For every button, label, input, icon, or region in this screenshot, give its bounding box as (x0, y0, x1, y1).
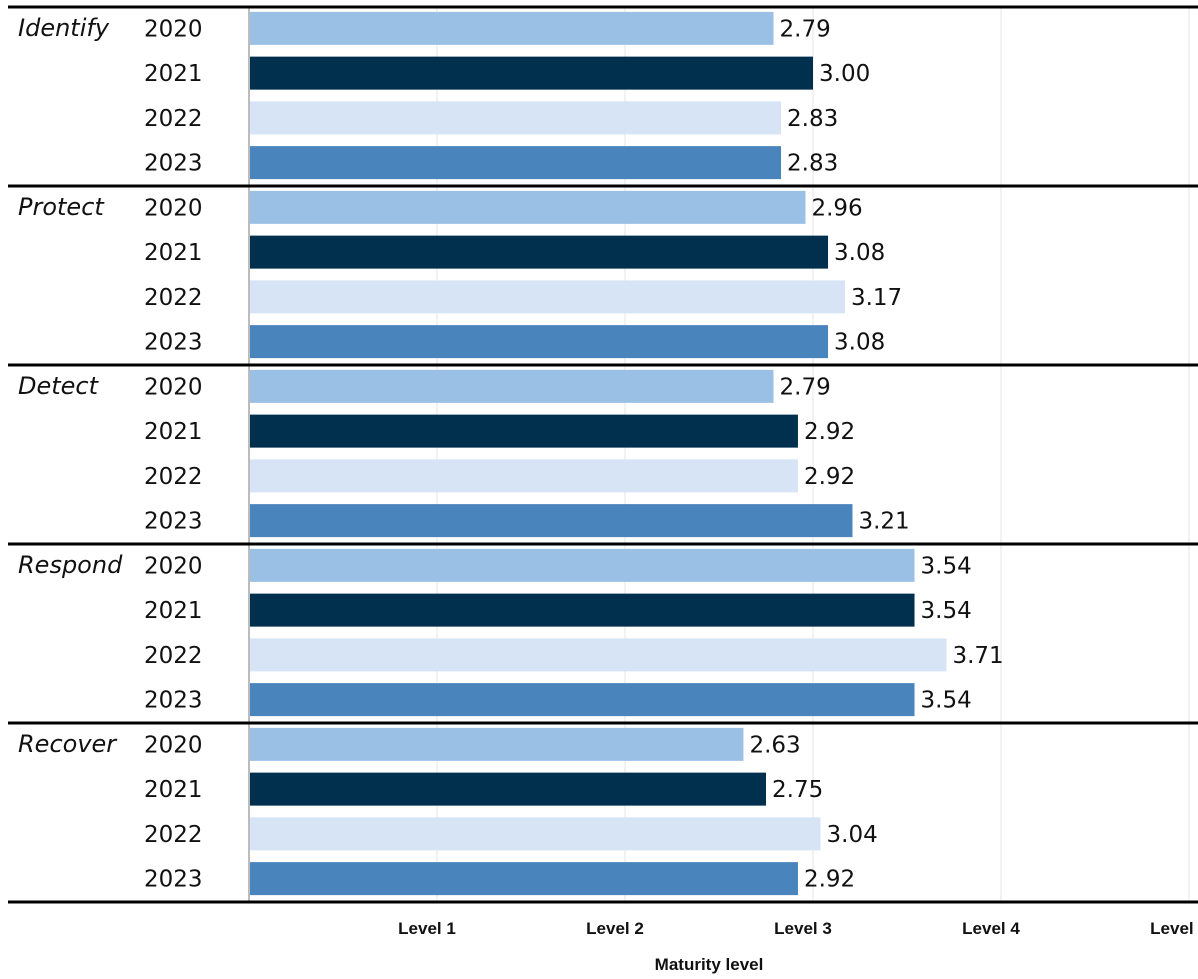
x-tick-label: Level 5 (1150, 919, 1198, 938)
data-label: 2.79 (780, 374, 831, 400)
bar-detect-2023 (250, 504, 853, 538)
bar-identify-2022 (250, 101, 782, 135)
year-label: 2020 (144, 553, 203, 579)
bar-detect-2022 (250, 459, 798, 493)
bar-recover-2022 (250, 817, 821, 851)
bar-respond-2020 (250, 548, 915, 582)
bar-recover-2023 (250, 862, 798, 896)
bar-respond-2021 (250, 593, 915, 627)
data-label: 2.92 (804, 867, 855, 893)
year-label: 2021 (144, 598, 203, 624)
year-label: 2020 (144, 732, 203, 758)
year-label: 2022 (144, 285, 203, 311)
bar-detect-2020 (250, 369, 774, 403)
data-label: 3.17 (851, 285, 902, 311)
category-label-recover: Recover (18, 730, 118, 758)
x-axis: Level 1 Level 2 Level 3 Level 4 Level 5 (398, 919, 1198, 938)
bar-protect-2020 (250, 190, 806, 224)
labels: Identify 2020 2.79 2021 3.00 2022 2.83 2023 2.83… (18, 14, 1004, 893)
data-label: 3.54 (921, 688, 972, 714)
bars (250, 11, 947, 896)
bar-identify-2020 (250, 11, 774, 45)
grid-lines (248, 7, 1190, 902)
year-label: 2023 (144, 688, 203, 714)
year-label: 2022 (144, 106, 203, 132)
year-label: 2022 (144, 643, 203, 669)
data-label: 3.54 (921, 553, 972, 579)
data-label: 2.96 (811, 195, 862, 221)
data-label: 3.54 (921, 598, 972, 624)
data-label: 3.21 (858, 509, 909, 535)
bar-protect-2022 (250, 280, 845, 314)
bar-respond-2022 (250, 638, 947, 672)
data-label: 2.92 (804, 419, 855, 445)
category-label-detect: Detect (18, 372, 100, 400)
bar-identify-2021 (250, 56, 813, 90)
data-label: 3.00 (819, 61, 870, 87)
data-label: 3.08 (834, 330, 885, 356)
x-tick-label: Level 2 (586, 919, 644, 938)
year-label: 2023 (144, 151, 203, 177)
bar-recover-2021 (250, 772, 766, 806)
x-tick-label: Level 4 (962, 919, 1020, 938)
year-label: 2022 (144, 822, 203, 848)
year-label: 2021 (144, 419, 203, 445)
year-label: 2021 (144, 777, 203, 803)
year-label: 2023 (144, 509, 203, 535)
bar-identify-2023 (250, 146, 782, 180)
year-label: 2022 (144, 464, 203, 490)
data-label: 2.83 (787, 106, 838, 132)
data-label: 2.92 (804, 464, 855, 490)
year-label: 2020 (144, 195, 203, 221)
data-label: 2.63 (749, 732, 800, 758)
data-label: 3.08 (834, 240, 885, 266)
bar-detect-2021 (250, 414, 798, 448)
x-axis-title: Maturity level (655, 955, 764, 974)
bar-protect-2021 (250, 235, 829, 269)
bar-respond-2023 (250, 683, 915, 717)
x-tick-label: Level 1 (398, 919, 456, 938)
category-label-respond: Respond (18, 551, 123, 579)
year-label: 2021 (144, 240, 203, 266)
year-label: 2021 (144, 61, 203, 87)
category-label-protect: Protect (18, 193, 105, 221)
group-separators (8, 5, 1198, 904)
data-label: 3.71 (952, 643, 1003, 669)
bar-protect-2023 (250, 325, 829, 359)
x-tick-label: Level 3 (774, 919, 832, 938)
year-label: 2020 (144, 16, 203, 42)
year-label: 2023 (144, 867, 203, 893)
bar-recover-2020 (250, 727, 744, 761)
data-label: 2.75 (772, 777, 823, 803)
year-label: 2023 (144, 330, 203, 356)
data-label: 2.79 (780, 16, 831, 42)
year-label: 2020 (144, 374, 203, 400)
data-label: 2.83 (787, 151, 838, 177)
data-label: 3.04 (827, 822, 878, 848)
category-label-identify: Identify (18, 14, 110, 42)
